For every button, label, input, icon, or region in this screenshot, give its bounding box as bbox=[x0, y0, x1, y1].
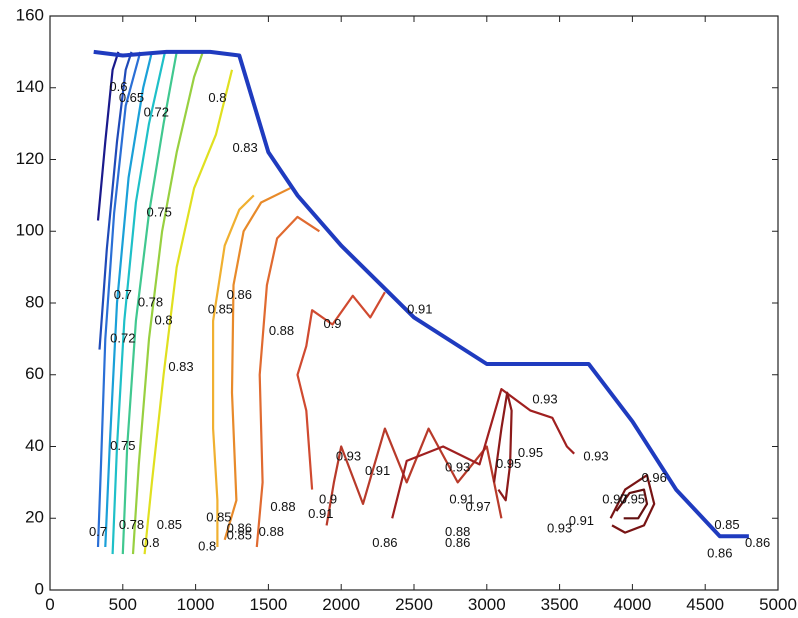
contour-line-10 bbox=[255, 215, 321, 548]
contour-label-17: 0.93 bbox=[336, 449, 361, 464]
contour-label-22: 0.95 bbox=[518, 445, 543, 460]
contour-line-16 bbox=[615, 488, 649, 520]
contour-line-12 bbox=[325, 427, 503, 526]
contour-label-39: 0.85 bbox=[206, 510, 231, 525]
contour-label-10: 0.83 bbox=[168, 359, 193, 374]
contour-label-23: 0.93 bbox=[583, 449, 608, 464]
y-tick-label-8: 160 bbox=[16, 5, 44, 24]
contour-line-14 bbox=[493, 391, 513, 502]
contour-label-31: 0.97 bbox=[602, 492, 627, 507]
contour-label-41: 0.85 bbox=[227, 528, 252, 543]
contour-line-3 bbox=[104, 51, 153, 548]
contour-label-35: 0.78 bbox=[119, 517, 144, 532]
contour-label-47: 0.86 bbox=[707, 546, 732, 561]
x-tick-label-1: 500 bbox=[109, 595, 137, 614]
contour-label-32: 0.91 bbox=[569, 513, 594, 528]
y-tick-label-5: 100 bbox=[16, 221, 44, 240]
contour-label-36: 0.8 bbox=[141, 535, 159, 550]
contour-label-20: 0.93 bbox=[532, 391, 557, 406]
contour-label-7: 0.78 bbox=[138, 294, 163, 309]
contour-labels: 0.60.650.720.80.830.750.7 0.780.80.720.83… bbox=[89, 79, 770, 560]
y-tick-label-2: 40 bbox=[25, 436, 44, 455]
contour-label-16: 0.75 bbox=[110, 438, 135, 453]
x-tick-label-2: 1000 bbox=[177, 595, 215, 614]
contour-label-25: 0.88 bbox=[270, 499, 295, 514]
contour-label-26: 0.9 bbox=[319, 492, 337, 507]
contour-label-11: 0.85 bbox=[208, 302, 233, 317]
contour-line-2 bbox=[96, 51, 142, 548]
contour-label-29: 0.91 bbox=[449, 492, 474, 507]
x-tick-label-0: 0 bbox=[45, 595, 54, 614]
contour-label-30: 0.95 bbox=[620, 492, 645, 507]
x-tick-label-6: 3000 bbox=[468, 595, 506, 614]
boundary-curve bbox=[93, 49, 749, 539]
contour-line-7 bbox=[143, 69, 234, 555]
contour-line-5 bbox=[121, 51, 178, 555]
contour-label-38: 0.8 bbox=[198, 538, 216, 553]
contour-label-34: 0.7 bbox=[89, 524, 107, 539]
contour-label-0: 0.6 bbox=[109, 79, 127, 94]
contour-line-9 bbox=[223, 187, 291, 541]
contour-lines bbox=[96, 51, 656, 555]
contour-line-0 bbox=[96, 51, 120, 221]
x-tick-label-5: 2500 bbox=[395, 595, 433, 614]
contour-line-1 bbox=[98, 51, 133, 350]
contour-label-48: 0.86 bbox=[745, 535, 770, 550]
contour-label-27: 0.91 bbox=[308, 506, 333, 521]
x-axis: 0 500 1000 1500 2000 2500 3000 3500 4000 4500 5000 bbox=[45, 16, 797, 614]
contour-label-45: 0.86 bbox=[445, 535, 470, 550]
x-tick-label-9: 4500 bbox=[686, 595, 724, 614]
contour-label-42: 0.88 bbox=[259, 524, 284, 539]
contour-label-12: 0.86 bbox=[227, 287, 252, 302]
contour-label-43: 0.86 bbox=[372, 535, 397, 550]
contour-label-15: 0.91 bbox=[407, 302, 432, 317]
contour-label-18: 0.91 bbox=[365, 463, 390, 478]
contour-line-11 bbox=[296, 291, 386, 490]
contour-line-13 bbox=[391, 388, 575, 519]
contour-line-6 bbox=[131, 51, 204, 555]
contour-label-13: 0.88 bbox=[269, 323, 294, 338]
y-tick-label-3: 60 bbox=[25, 364, 44, 383]
contour-label-3: 0.8 bbox=[208, 90, 226, 105]
contour-label-1: 0.65 bbox=[119, 90, 144, 105]
y-tick-label-7: 140 bbox=[16, 77, 44, 96]
contour-label-21: 0.95 bbox=[496, 456, 521, 471]
contour-label-5: 0.75 bbox=[147, 205, 172, 220]
contour-label-33: 0.93 bbox=[547, 520, 572, 535]
contour-label-46: 0.85 bbox=[714, 517, 739, 532]
contour-label-19: 0.93 bbox=[445, 459, 470, 474]
y-tick-label-6: 120 bbox=[16, 149, 44, 168]
x-tick-label-10: 5000 bbox=[759, 595, 797, 614]
contour-label-9: 0.72 bbox=[110, 330, 135, 345]
y-tick-label-0: 0 bbox=[35, 579, 44, 598]
contour-label-37: 0.85 bbox=[157, 517, 182, 532]
contour-label-2: 0.72 bbox=[144, 104, 169, 119]
contour-label-44: 0.88 bbox=[445, 524, 470, 539]
y-axis: 0 20 40 60 80 100 120 140 160 bbox=[16, 5, 778, 598]
x-tick-label-8: 4000 bbox=[613, 595, 651, 614]
contour-label-8: 0.8 bbox=[155, 312, 173, 327]
x-tick-label-3: 1500 bbox=[249, 595, 287, 614]
y-tick-label-4: 80 bbox=[25, 292, 44, 311]
contour-line-8 bbox=[212, 194, 255, 547]
contour-label-28: 0.97 bbox=[465, 499, 490, 514]
y-tick-label-1: 20 bbox=[25, 508, 44, 527]
x-tick-label-7: 3500 bbox=[541, 595, 579, 614]
x-tick-label-4: 2000 bbox=[322, 595, 360, 614]
contour-label-4: 0.83 bbox=[232, 140, 257, 155]
contour-label-24: 0.96 bbox=[642, 470, 667, 485]
contour-label-14: 0.9 bbox=[323, 316, 341, 331]
boundary-line bbox=[93, 49, 749, 539]
contour-label-6: 0.7 bbox=[114, 287, 132, 302]
contour-label-40: 0.86 bbox=[227, 520, 252, 535]
contour-line-15 bbox=[609, 474, 656, 534]
contour-line-4 bbox=[111, 51, 167, 555]
